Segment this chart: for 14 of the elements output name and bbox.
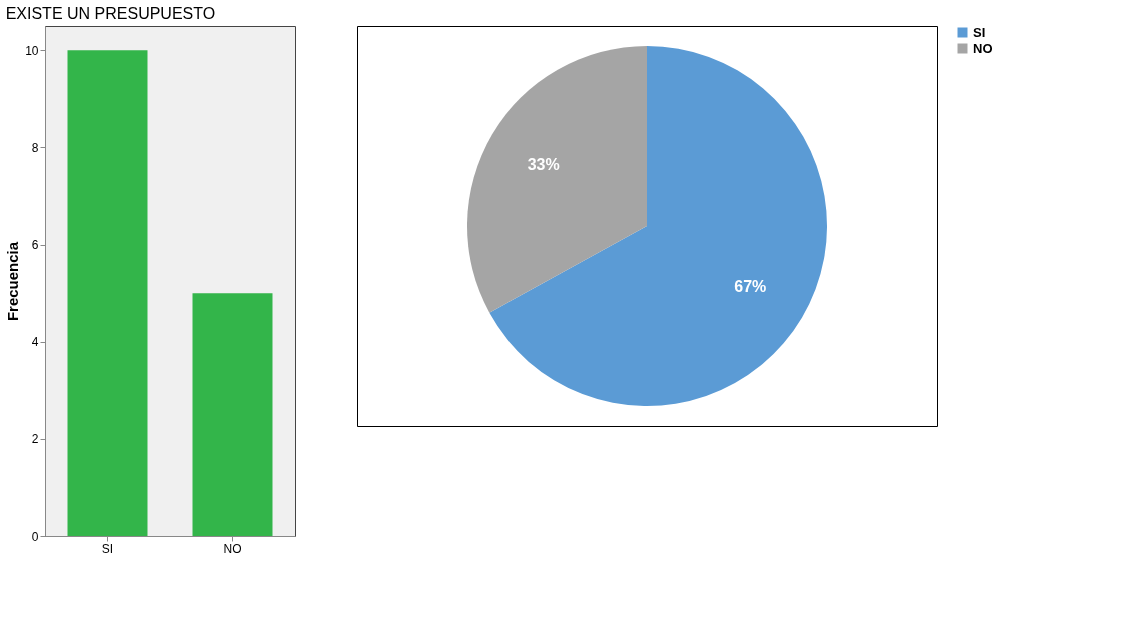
- chart-title: EXISTE UN PRESUPUESTO: [5, 5, 216, 22]
- legend-label: NO: [973, 40, 993, 56]
- y-tick-label: 10: [25, 43, 39, 58]
- y-tick-label: 2: [31, 432, 39, 447]
- pie-slice: [489, 46, 827, 406]
- y-tick-label: 8: [31, 140, 39, 155]
- legend-label: SI: [973, 24, 986, 40]
- y-tick-label: 4: [31, 335, 39, 350]
- y-tick-label: 6: [31, 238, 39, 253]
- y-tick-label: 0: [31, 529, 39, 544]
- y-axis-title: Frecuencia: [4, 241, 22, 322]
- data-label: 67%: [734, 278, 767, 296]
- data-label: 33%: [527, 155, 560, 173]
- pie-slice: [467, 46, 647, 313]
